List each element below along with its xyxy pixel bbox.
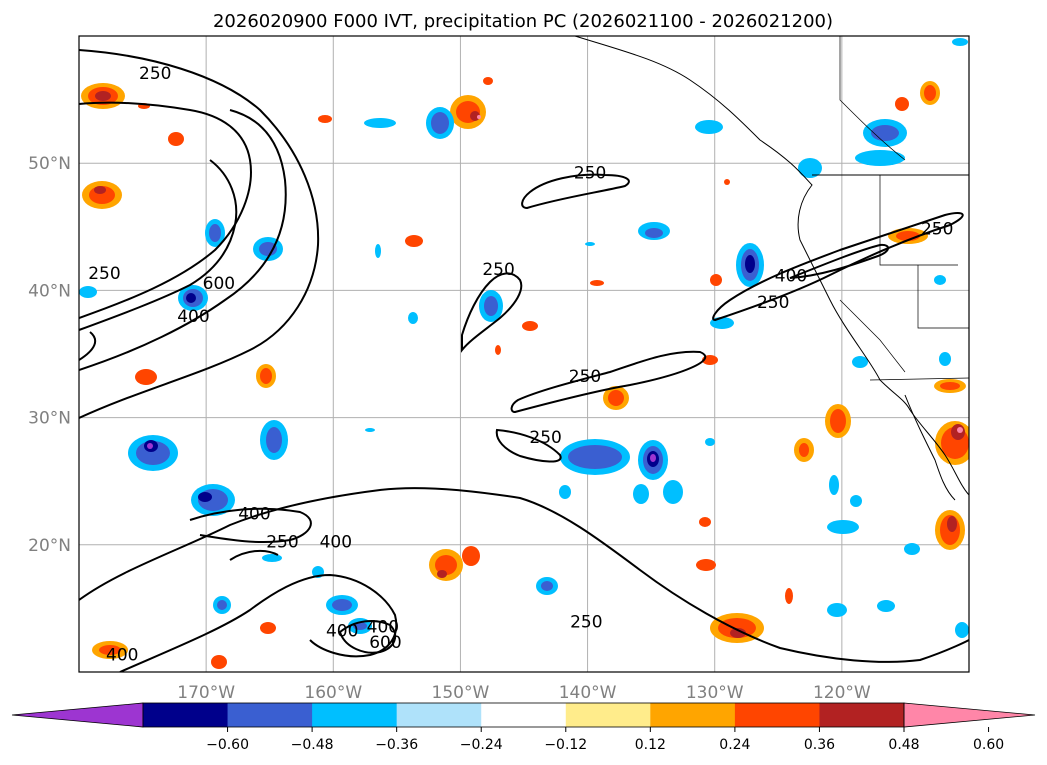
ivt-contour-400-b [79,109,287,371]
colorbar-tick-label: −0.12 [544,737,587,753]
contour-label: 400 [320,532,352,552]
north-america-coastline [574,36,969,496]
ivt-contour-250-ridge [510,350,707,414]
colorbar-frame [142,702,905,728]
axis-ticks: 170°W 160°W 150°W 140°W 130°W 120°W 20°N 30°N 40… [28,154,871,703]
colorbar-tick-label: 0.36 [804,737,835,753]
contour-label: 250 [88,264,120,284]
contour-label: 250 [139,64,171,84]
lon-tick-label: 140°W [559,683,617,703]
lat-tick-label: 40°N [28,281,71,301]
colorbar-segment [650,703,736,727]
colorbar-segment [396,703,482,727]
ivt-contour-400-a [79,101,252,319]
contour-label: 400 [775,266,807,286]
precip-shading [79,38,969,669]
contour-label: 400 [326,621,358,641]
ivt-contour-250-mid [461,272,523,353]
contour-label: 250 [569,367,601,387]
contour-label: 600 [203,274,235,294]
ivt-contour-small-b [229,549,279,561]
negative-precip-anomalies [79,38,969,638]
lon-tick-label: 130°W [686,683,744,703]
ivt-contour-small-a [79,331,97,361]
ivt-contour-400-west [189,507,312,544]
ivt-contour-250-south [79,487,969,663]
colorbar-segment [143,703,229,727]
lon-tick-label: 120°W [813,683,871,703]
ivt-contour-250-outer [79,49,320,419]
colorbar: −0.60 −0.48 −0.36 −0.24 −0.12 0.12 0.24 0.36 0.4… [11,702,1036,753]
colorbar-segment [227,703,313,727]
colorbar-extend-low [11,702,144,728]
ivt-contour-600 [79,159,238,331]
lon-tick-label: 150°W [432,683,490,703]
lat-tick-label: 30°N [28,409,71,429]
colorbar-segment [481,703,567,727]
colorbar-tick-label: −0.36 [375,737,418,753]
colorbar-segment [819,703,905,727]
contour-label: 250 [574,163,606,183]
colorbar-segment [734,703,820,727]
colorbar-tick-label: −0.24 [460,737,503,753]
colorbar-tick-label: 0.48 [888,737,919,753]
contour-label: 600 [369,633,401,653]
contour-label: 400 [177,307,209,327]
contour-label: 250 [921,219,953,239]
baja-coastline [904,394,956,501]
ivt-contour-250-north [521,173,630,210]
lon-tick-label: 160°W [304,683,362,703]
contour-label: 250 [482,260,514,280]
ivt-contour-600-south [338,619,397,654]
lon-tick-label: 170°W [177,683,235,703]
contour-label: 400 [367,618,399,638]
colorbar-segment [312,703,398,727]
colorbar-tick-label: 0.60 [973,737,1004,753]
canada-border [839,36,906,161]
map-background [79,36,969,672]
colorbar-segment [565,703,651,727]
map-frame [78,35,970,673]
ivt-contour-400-south [119,573,398,672]
state-border-1 [879,175,958,266]
contour-label: 400 [238,504,270,524]
ivt-contour-250-east [495,428,562,463]
ivt-contour-250-coast [712,212,964,322]
us-mexico-border [869,377,969,381]
figure-title: 2026020900 F000 IVT, precipitation PC (2… [213,11,833,32]
colorbar-tick-label: −0.48 [291,737,334,753]
coastlines [574,36,969,501]
colorbar-tick-label: 0.24 [719,737,750,753]
gridlines [79,36,969,672]
state-border-2 [917,265,969,329]
colorbar-extend-high [903,702,1036,728]
colorbar-tick-label: −0.60 [206,737,249,753]
lat-tick-label: 20°N [28,536,71,556]
lat-tick-label: 50°N [28,154,71,174]
contour-label: 400 [106,646,138,666]
ivt-contours [79,49,969,672]
contour-label: 250 [757,293,789,313]
contour-label: 250 [570,612,602,632]
contour-label: 250 [266,532,298,552]
colorbar-tick-label: 0.12 [635,737,666,753]
contour-label: 250 [529,428,561,448]
state-border-3 [839,299,906,373]
ivt-contour-400-coast [789,243,889,279]
